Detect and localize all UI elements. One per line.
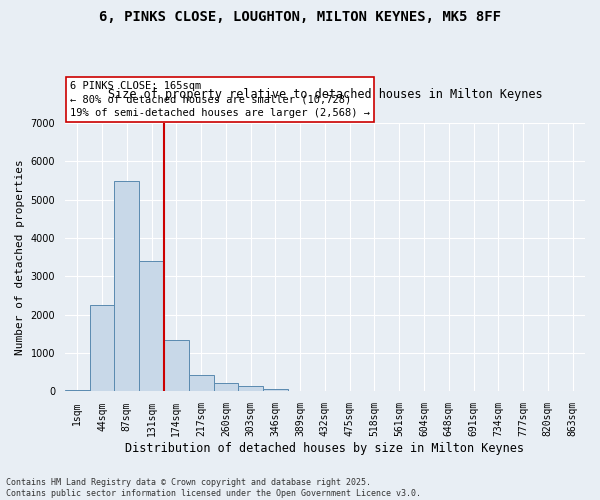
Title: Size of property relative to detached houses in Milton Keynes: Size of property relative to detached ho…: [107, 88, 542, 101]
Bar: [164, 340, 189, 392]
Y-axis label: Number of detached properties: Number of detached properties: [15, 160, 25, 355]
Bar: [115, 180, 139, 392]
Bar: [65, 390, 89, 392]
Bar: [139, 261, 164, 392]
Bar: [89, 305, 115, 392]
X-axis label: Distribution of detached houses by size in Milton Keynes: Distribution of detached houses by size …: [125, 442, 524, 455]
Bar: [214, 384, 238, 392]
Text: Contains HM Land Registry data © Crown copyright and database right 2025.
Contai: Contains HM Land Registry data © Crown c…: [6, 478, 421, 498]
Bar: [263, 389, 288, 392]
Bar: [189, 376, 214, 392]
Text: 6, PINKS CLOSE, LOUGHTON, MILTON KEYNES, MK5 8FF: 6, PINKS CLOSE, LOUGHTON, MILTON KEYNES,…: [99, 10, 501, 24]
Text: 6 PINKS CLOSE: 165sqm
← 80% of detached houses are smaller (10,728)
19% of semi-: 6 PINKS CLOSE: 165sqm ← 80% of detached …: [70, 82, 370, 118]
Bar: [238, 386, 263, 392]
